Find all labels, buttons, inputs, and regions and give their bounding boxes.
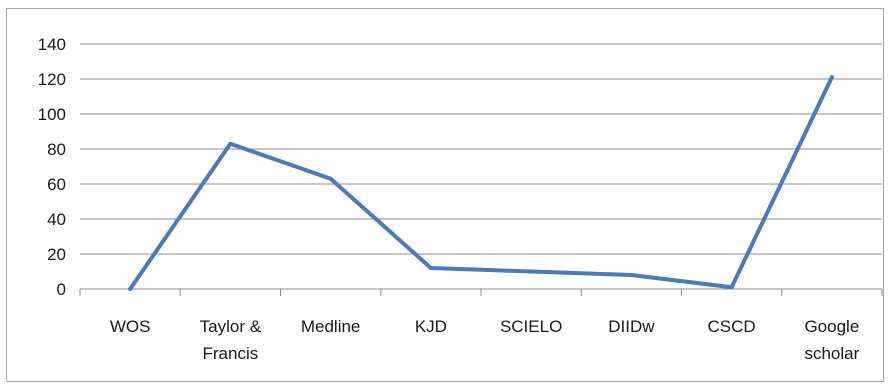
y-tick-label-100: 100 xyxy=(38,105,66,124)
y-tick-label-140: 140 xyxy=(38,35,66,54)
data-point xyxy=(629,273,634,277)
x-tick-label: SCIELO xyxy=(500,317,562,336)
data-point xyxy=(829,75,834,80)
x-tick-label: DIIDw xyxy=(608,317,655,336)
y-tick-label-0: 0 xyxy=(57,280,66,299)
x-tick-label: KJD xyxy=(415,317,447,336)
y-tick-label-80: 80 xyxy=(47,140,66,159)
chart-frame xyxy=(6,8,884,382)
data-point xyxy=(128,287,133,291)
y-tick-label-20: 20 xyxy=(47,245,66,264)
y-tick-label-60: 60 xyxy=(47,175,66,194)
data-point xyxy=(529,269,534,274)
series-line-0 xyxy=(128,75,834,291)
series-layer xyxy=(128,75,834,291)
data-point xyxy=(328,176,333,181)
x-tick-label: WOS xyxy=(110,317,151,336)
y-tick-label-40: 40 xyxy=(47,210,66,229)
data-point xyxy=(729,285,734,290)
data-point xyxy=(228,141,233,146)
x-axis-tick-labels: WOS Taylor & Francis Medline KJD SCIELO DIIDw C… xyxy=(110,317,860,363)
x-tick-label: Google scholar xyxy=(804,317,859,363)
x-tick-label: CSCD xyxy=(708,317,756,336)
data-point xyxy=(428,266,433,270)
y-tick-label-120: 120 xyxy=(38,70,66,89)
y-axis-tick-labels: 0 20 40 60 80 100 120 140 xyxy=(38,35,66,299)
x-tick-label: Medline xyxy=(301,317,361,336)
x-tick-label: Taylor & Francis xyxy=(200,317,262,363)
x-axis xyxy=(79,288,883,296)
